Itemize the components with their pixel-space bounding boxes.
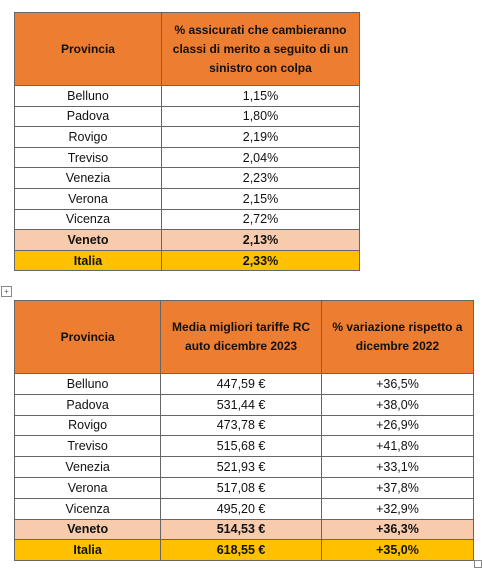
- cell: 515,68 €: [160, 435, 322, 458]
- row: Venezia 521,93 € +33,1%: [13, 456, 475, 478]
- table-move-handle[interactable]: +: [1, 286, 12, 297]
- table: Provincia Media migliori tariffe RC auto …: [13, 300, 475, 562]
- header-cell: Provincia: [14, 12, 162, 86]
- cell: Veneto: [13, 518, 162, 541]
- row: Verona 2,15%: [14, 187, 361, 210]
- cell: +36,3%: [320, 518, 475, 541]
- cell: 1,15%: [160, 85, 361, 107]
- header-cell: % variazione rispetto a dicembre 2022: [320, 300, 475, 374]
- cell: +32,9%: [320, 497, 475, 520]
- cell: 514,53 €: [160, 518, 322, 541]
- row: Treviso 2,04%: [14, 146, 361, 169]
- cell: 2,04%: [160, 146, 361, 169]
- cell: +36,5%: [320, 373, 475, 395]
- cell: Veneto: [14, 229, 162, 251]
- row: Veneto 2,13%: [14, 229, 361, 251]
- cell: +38,0%: [320, 393, 475, 416]
- cell: 2,13%: [160, 229, 361, 251]
- row: Vicenza 495,20 € +32,9%: [13, 497, 475, 520]
- row: Italia 2,33%: [14, 249, 361, 272]
- cell: 517,08 €: [160, 476, 322, 499]
- cell: +37,8%: [320, 476, 475, 499]
- cell: Padova: [13, 393, 162, 416]
- cell: +33,1%: [320, 456, 475, 478]
- row: Padova 531,44 € +38,0%: [13, 393, 475, 416]
- header-cell: Media migliori tariffe RC auto dicembre …: [160, 300, 322, 374]
- cell: Vicenza: [14, 208, 162, 231]
- header-cell: Provincia: [13, 300, 162, 374]
- row: Treviso 515,68 € +41,8%: [13, 435, 475, 458]
- cell: 447,59 €: [160, 373, 322, 395]
- row: Venezia 2,23%: [14, 167, 361, 189]
- cell: 2,33%: [160, 249, 361, 272]
- row: Veneto 514,53 € +36,3%: [13, 518, 475, 541]
- cell: Italia: [14, 249, 162, 272]
- row: Rovigo 2,19%: [14, 126, 361, 148]
- header-cell: % assicurati che cambieranno classi di m…: [160, 12, 361, 86]
- row: Belluno 447,59 € +36,5%: [13, 373, 475, 395]
- cell: Belluno: [13, 373, 162, 395]
- cell: 473,78 €: [160, 414, 322, 437]
- table: Provincia% assicurati che cambieranno cl…: [14, 12, 361, 272]
- cell: 495,20 €: [160, 497, 322, 520]
- cell: Treviso: [13, 435, 162, 458]
- cell: Belluno: [14, 85, 162, 107]
- cell: Verona: [14, 187, 162, 210]
- row: Belluno 1,15%: [14, 85, 361, 107]
- cell: +26,9%: [320, 414, 475, 437]
- cell: 531,44 €: [160, 393, 322, 416]
- cell: 1,80%: [160, 105, 361, 128]
- row: Vicenza 2,72%: [14, 208, 361, 231]
- header-row: Provincia Media migliori tariffe RC auto …: [13, 300, 475, 374]
- cell: +41,8%: [320, 435, 475, 458]
- cell: Venezia: [13, 456, 162, 478]
- row: Italia 618,55 € +35,0%: [13, 539, 475, 562]
- cell: Rovigo: [13, 414, 162, 437]
- cell: Italia: [13, 539, 162, 562]
- cell: Rovigo: [14, 126, 162, 148]
- row: Rovigo 473,78 € +26,9%: [13, 414, 475, 437]
- cell: 618,55 €: [160, 539, 322, 562]
- cell: Vicenza: [13, 497, 162, 520]
- cell: 2,19%: [160, 126, 361, 148]
- cell: Treviso: [14, 146, 162, 169]
- cell: Venezia: [14, 167, 162, 189]
- cell: 2,15%: [160, 187, 361, 210]
- cell: 2,72%: [160, 208, 361, 231]
- header-row: Provincia% assicurati che cambieranno cl…: [14, 12, 361, 86]
- cell: 2,23%: [160, 167, 361, 189]
- table-resize-handle[interactable]: [474, 560, 482, 568]
- cell: Verona: [13, 476, 162, 499]
- cell: +35,0%: [320, 539, 475, 562]
- row: Padova 1,80%: [14, 105, 361, 128]
- cell: Padova: [14, 105, 162, 128]
- cell: 521,93 €: [160, 456, 322, 478]
- row: Verona 517,08 € +37,8%: [13, 476, 475, 499]
